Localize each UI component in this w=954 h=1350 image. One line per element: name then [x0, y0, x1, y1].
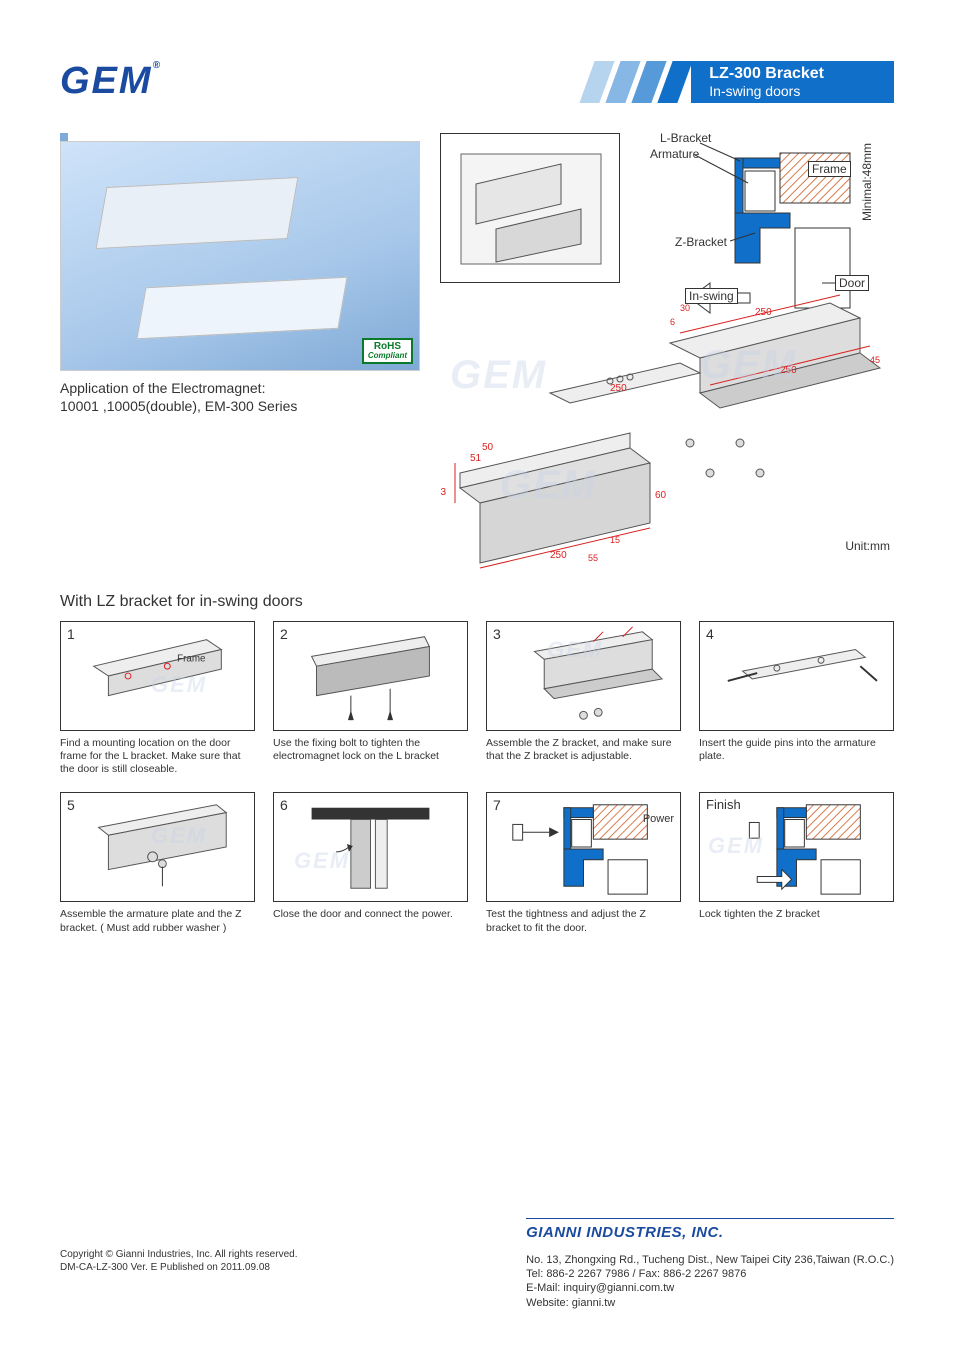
watermark: GEM [450, 353, 547, 398]
step-figure: 7 Power [486, 792, 681, 902]
step-6: 6 GEM Close the door and connect the pow… [273, 792, 468, 934]
step-text: Find a mounting location on the door fra… [60, 737, 255, 776]
step-figure: 2 [273, 621, 468, 731]
top-content: RoHS Compliant Application of the Electr… [60, 133, 894, 573]
watermark: GEM [294, 848, 350, 874]
footer-right: GIANNI INDUSTRIES, INC. No. 13, Zhongxin… [526, 1218, 894, 1310]
product-subtitle: In-swing doors [709, 83, 824, 99]
copyright: Copyright © Gianni Industries, Inc. All … [60, 1248, 297, 1261]
step-figure: 4 [699, 621, 894, 731]
step-finish: Finish GEM [699, 792, 894, 934]
step-number: 4 [706, 626, 714, 642]
application-line2: 10001 ,10005(double), EM-300 Series [60, 397, 420, 415]
banner-stripes [587, 61, 691, 103]
unit-label: Unit:mm [845, 539, 890, 553]
label-l-bracket: L-Bracket [660, 131, 711, 145]
dimensional-drawings: GEM GEM GEM 250 250 45 30 6 [440, 293, 900, 573]
svg-text:51: 51 [470, 453, 482, 464]
application-text: Application of the Electromagnet: 10001 … [60, 379, 420, 415]
brand-logo: GEM® [60, 60, 162, 103]
iso-diagram [440, 133, 620, 283]
step-figure: 6 GEM [273, 792, 468, 902]
step-text: Assemble the Z bracket, and make sure th… [486, 737, 681, 763]
svg-text:250: 250 [550, 550, 567, 561]
svg-text:250: 250 [610, 383, 627, 394]
label-minimal: Minimal:48mm [860, 143, 874, 221]
svg-text:15: 15 [610, 535, 620, 545]
svg-text:60: 60 [655, 490, 667, 501]
step-figure: 5 GEM [60, 792, 255, 902]
application-line1: Application of the Electromagnet: [60, 379, 420, 397]
svg-text:Frame: Frame [177, 653, 206, 664]
title-banner: LZ-300 Bracket In-swing doors [587, 61, 894, 103]
step-text: Test the tightness and adjust the Z brac… [486, 908, 681, 934]
tel: Tel: 886-2 2267 7986 / Fax: 886-2 2267 9… [526, 1267, 894, 1281]
power-label: Power [643, 813, 674, 825]
doc-id: DM-CA-LZ-300 Ver. E Published on 2011.09… [60, 1261, 297, 1274]
step-7: 7 Power [486, 792, 681, 934]
step-number: 3 [493, 626, 501, 642]
step-number: 5 [67, 797, 75, 813]
label-door: Door [835, 275, 869, 291]
label-armature: Armature [650, 147, 699, 161]
address: No. 13, Zhongxing Rd., Tucheng Dist., Ne… [526, 1253, 894, 1267]
svg-text:6: 6 [670, 317, 675, 327]
email: E-Mail: inquiry@gianni.com.tw [526, 1281, 894, 1295]
watermark: GEM [151, 672, 207, 698]
watermark: GEM [708, 833, 764, 859]
rohs-line2: Compliant [368, 352, 407, 361]
svg-text:45: 45 [870, 355, 880, 365]
step-number: Finish [706, 797, 741, 812]
step-3: 3 GEM Assemble the Z bracket, and make s… [486, 621, 681, 776]
product-title: LZ-300 Bracket [709, 65, 824, 83]
page: GEM® LZ-300 Bracket In-swing doors RoHS [0, 0, 954, 975]
label-z-bracket: Z-Bracket [675, 235, 727, 249]
left-column: RoHS Compliant Application of the Electr… [60, 133, 420, 573]
step-text: Assemble the armature plate and the Z br… [60, 908, 255, 934]
brand-text: GEM [60, 60, 153, 102]
svg-text:55: 55 [588, 553, 598, 563]
watermark: GEM [700, 343, 797, 388]
svg-text:250: 250 [755, 307, 772, 318]
website: Website: gianni.tw [526, 1296, 894, 1310]
footer-left: Copyright © Gianni Industries, Inc. All … [60, 1218, 297, 1274]
step-figure: 3 GEM [486, 621, 681, 731]
step-2: 2 Use the fixing bolt to tighten the ele… [273, 621, 468, 776]
svg-text:63: 63 [440, 487, 447, 498]
step-number: 7 [493, 797, 501, 813]
svg-text:50: 50 [482, 442, 494, 453]
watermark: GEM [547, 637, 603, 663]
step-text: Lock tighten the Z bracket [699, 908, 894, 921]
step-text: Close the door and connect the power. [273, 908, 468, 921]
step-figure: Finish GEM [699, 792, 894, 902]
step-number: 1 [67, 626, 75, 642]
section-title: With LZ bracket for in-swing doors [60, 593, 894, 611]
svg-text:30: 30 [680, 303, 690, 313]
label-frame: Frame [808, 161, 851, 177]
product-photo: RoHS Compliant [60, 141, 420, 371]
step-5: 5 GEM Assemble the armature plate and th… [60, 792, 255, 934]
rohs-badge: RoHS Compliant [362, 338, 413, 364]
watermark: GEM [151, 823, 207, 849]
step-figure: 1 Frame GEM [60, 621, 255, 731]
right-diagrams: L-Bracket Armature Frame Z-Bracket In-sw… [440, 133, 900, 573]
steps-grid: 1 Frame GEM Find a mounting location on … [60, 621, 894, 935]
header: GEM® LZ-300 Bracket In-swing doors [60, 60, 894, 103]
bullet-icon [60, 133, 68, 141]
step-number: 2 [280, 626, 288, 642]
banner-text: LZ-300 Bracket In-swing doors [691, 61, 894, 103]
step-number: 6 [280, 797, 288, 813]
step-4: 4 Insert the guide pins into the armatur… [699, 621, 894, 776]
footer: Copyright © Gianni Industries, Inc. All … [60, 1218, 894, 1310]
company-name: GIANNI INDUSTRIES, INC. [526, 1218, 894, 1243]
step-1: 1 Frame GEM Find a mounting location on … [60, 621, 255, 776]
step-text: Insert the guide pins into the armature … [699, 737, 894, 763]
step-text: Use the fixing bolt to tighten the elect… [273, 737, 468, 763]
registered-icon: ® [153, 60, 162, 71]
watermark: GEM [500, 463, 597, 508]
